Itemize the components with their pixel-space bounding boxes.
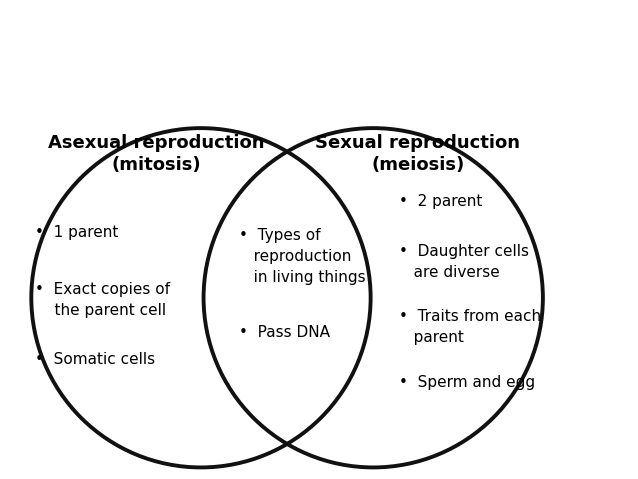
Text: Sexual reproduction
(meiosis): Sexual reproduction (meiosis) bbox=[315, 134, 521, 174]
Text: •  Exact copies of
    the parent cell: • Exact copies of the parent cell bbox=[35, 282, 170, 319]
Text: Asexual reproduction
(mitosis): Asexual reproduction (mitosis) bbox=[48, 134, 265, 174]
Text: asexual reproduction. Make a list of all vocabulary words that are important.: asexual reproduction. Make a list of all… bbox=[11, 49, 638, 67]
Text: •  2 parent: • 2 parent bbox=[399, 194, 482, 209]
Text: •  Sperm and egg: • Sperm and egg bbox=[399, 375, 535, 390]
Text: •  Daughter cells
   are diverse: • Daughter cells are diverse bbox=[399, 244, 529, 280]
Text: •  Pass DNA: • Pass DNA bbox=[239, 325, 330, 340]
Text: Read Pg. 98 and 99 and complete a Venn Diagram comparing sexual and: Read Pg. 98 and 99 and complete a Venn D… bbox=[11, 26, 638, 44]
Text: •  Traits from each
   parent: • Traits from each parent bbox=[399, 309, 541, 345]
Text: •  Types of
   reproduction
   in living things: • Types of reproduction in living things bbox=[239, 228, 366, 285]
Text: •  Somatic cells: • Somatic cells bbox=[35, 352, 155, 367]
Text: •  1 parent: • 1 parent bbox=[35, 225, 119, 240]
